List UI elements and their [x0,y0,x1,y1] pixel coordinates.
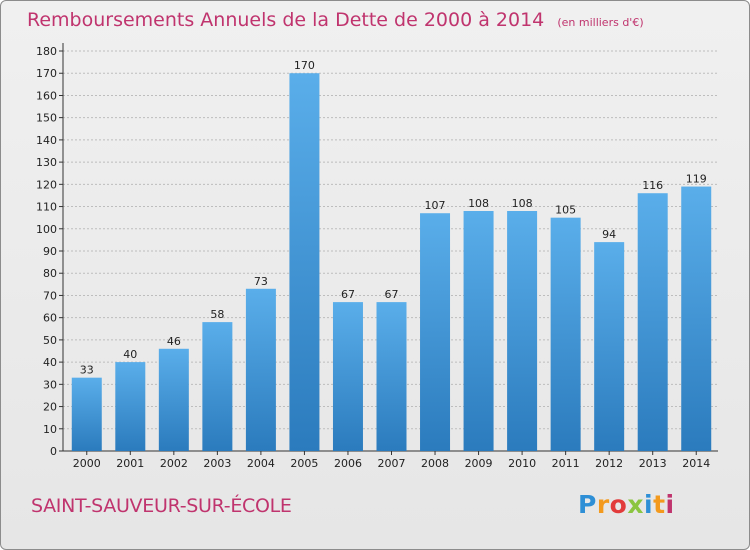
x-tick-label: 2000 [73,457,101,470]
y-tick-label: 80 [43,267,57,280]
bar-value-label: 119 [686,173,707,186]
bar [463,211,494,451]
bar-value-label: 73 [254,275,268,288]
logo-letter: o [609,490,628,519]
chart-title-row: Remboursements Annuels de la Dette de 20… [27,9,644,31]
bar-value-label: 58 [210,308,224,321]
x-tick-label: 2010 [508,457,536,470]
bar-value-label: 108 [468,197,489,210]
bar [202,322,233,451]
bar [507,211,538,451]
y-tick-label: 170 [36,67,57,80]
y-tick-label: 90 [43,245,57,258]
logo-letter: t [653,490,666,519]
x-tick-label: 2013 [639,457,667,470]
y-tick-label: 180 [36,45,57,58]
y-tick-label: 20 [43,401,57,414]
bar-value-label: 33 [80,364,94,377]
commune-name: SAINT-SAUVEUR-SUR-ÉCOLE [31,495,292,517]
proxiti-logo: Proxiti [578,490,675,519]
labels: 0 10 20 30 40 50 60 70 80 90 100 110 120 130 140 150 160… [36,45,710,470]
bar-value-label: 170 [294,59,315,72]
bar-value-label: 67 [341,288,355,301]
x-tick-label: 2011 [552,457,580,470]
x-tick-label: 2001 [116,457,144,470]
bar [71,377,102,451]
bar [420,213,451,451]
logo-letter: r [596,490,610,519]
y-tick-label: 60 [43,312,57,325]
y-tick-label: 160 [36,89,57,102]
y-tick-label: 140 [36,134,57,147]
bar [115,362,146,451]
x-tick-label: 2008 [421,457,449,470]
logo-letter: x [627,490,644,519]
y-tick-label: 0 [50,445,57,458]
x-tick-label: 2006 [334,457,362,470]
logo-letter: i [644,490,654,519]
bar-value-label: 116 [642,179,663,192]
y-tick-label: 30 [43,378,57,391]
y-tick-label: 50 [43,334,57,347]
bar-value-label: 94 [602,228,616,241]
bar [158,348,189,451]
x-tick-label: 2012 [595,457,623,470]
bar-value-label: 107 [425,199,446,212]
bar [376,302,407,451]
bar-value-label: 105 [555,204,576,217]
x-tick-label: 2002 [160,457,188,470]
y-tick-label: 150 [36,112,57,125]
bar [681,186,712,452]
bar [245,288,276,451]
bar-value-label: 67 [385,288,399,301]
bar [332,302,363,451]
x-tick-label: 2007 [378,457,406,470]
y-tick-label: 110 [36,201,57,214]
y-tick-label: 130 [36,156,57,169]
x-tick-label: 2005 [290,457,318,470]
y-tick-label: 70 [43,289,57,302]
x-tick-label: 2014 [682,457,710,470]
bars [71,73,712,452]
bar [550,217,581,451]
x-tick-label: 2009 [465,457,493,470]
y-tick-label: 40 [43,356,57,369]
x-tick-label: 2003 [203,457,231,470]
bar-value-label: 46 [167,335,181,348]
bar-value-label: 108 [512,197,533,210]
bar [594,242,625,451]
bar [289,73,320,451]
y-tick-label: 120 [36,178,57,191]
y-tick-label: 10 [43,423,57,436]
bar-value-label: 40 [123,348,137,361]
chart-title: Remboursements Annuels de la Dette de 20… [27,9,545,31]
logo-letter: i [665,490,675,519]
bar [637,193,668,451]
x-tick-label: 2004 [247,457,275,470]
y-tick-label: 100 [36,223,57,236]
logo-letter: P [578,490,597,519]
chart-unit: (en milliers d'€) [557,16,644,29]
